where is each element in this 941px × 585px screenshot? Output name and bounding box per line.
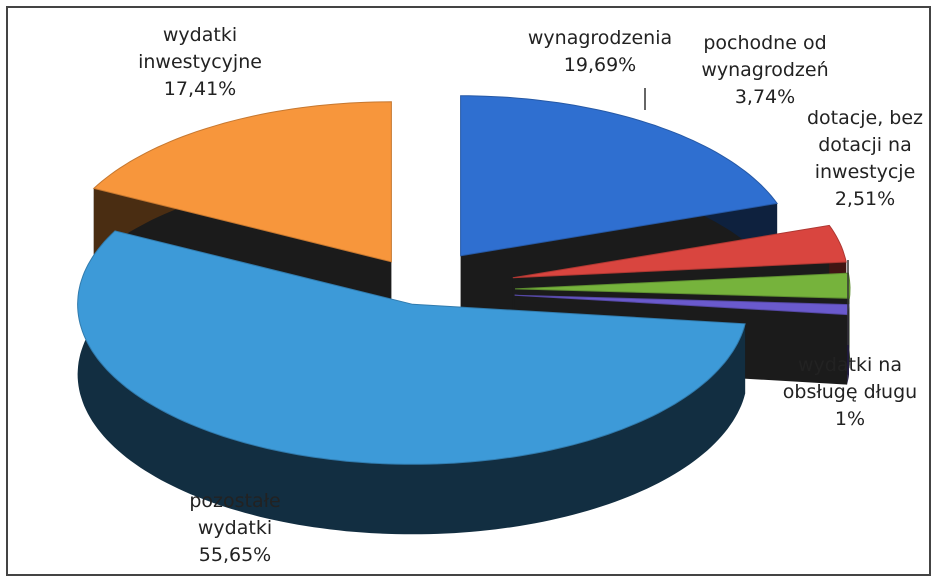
slice-side — [77, 230, 746, 535]
slice — [77, 230, 746, 465]
slice-label: dotacje, bez dotacji na inwestycje 2,51% — [795, 105, 935, 213]
slice-label: wynagrodzenia 19,69% — [525, 25, 675, 79]
slice-label: pozostałe wydatki 55,65% — [160, 488, 310, 569]
slice-label: wydatki na obsługę długu 1% — [775, 352, 925, 433]
slice-category: dotacje, bez dotacji na inwestycje — [807, 107, 923, 183]
slice-category: pochodne od wynagrodzeń — [701, 32, 829, 81]
slice — [460, 95, 778, 257]
slice-value: 1% — [834, 408, 866, 430]
slice-category: pozostałe wydatki — [189, 490, 281, 539]
slice-label: wydatki inwestycyjne 17,41% — [115, 22, 285, 103]
slice — [512, 224, 847, 279]
slice-value: 17,41% — [163, 78, 237, 100]
slice — [92, 101, 392, 263]
slice-category: wynagrodzenia — [527, 27, 673, 49]
slice-category: wydatki inwestycyjne — [138, 24, 262, 73]
slice-label: pochodne od wynagrodzeń 3,74% — [685, 30, 845, 111]
slice-value: 55,65% — [198, 544, 272, 566]
slice-category: wydatki na obsługę długu — [782, 354, 918, 403]
slice-value: 19,69% — [563, 54, 637, 76]
chart-frame — [6, 6, 931, 576]
slice-value: 2,51% — [834, 188, 896, 210]
slice-value: 3,74% — [734, 86, 796, 108]
